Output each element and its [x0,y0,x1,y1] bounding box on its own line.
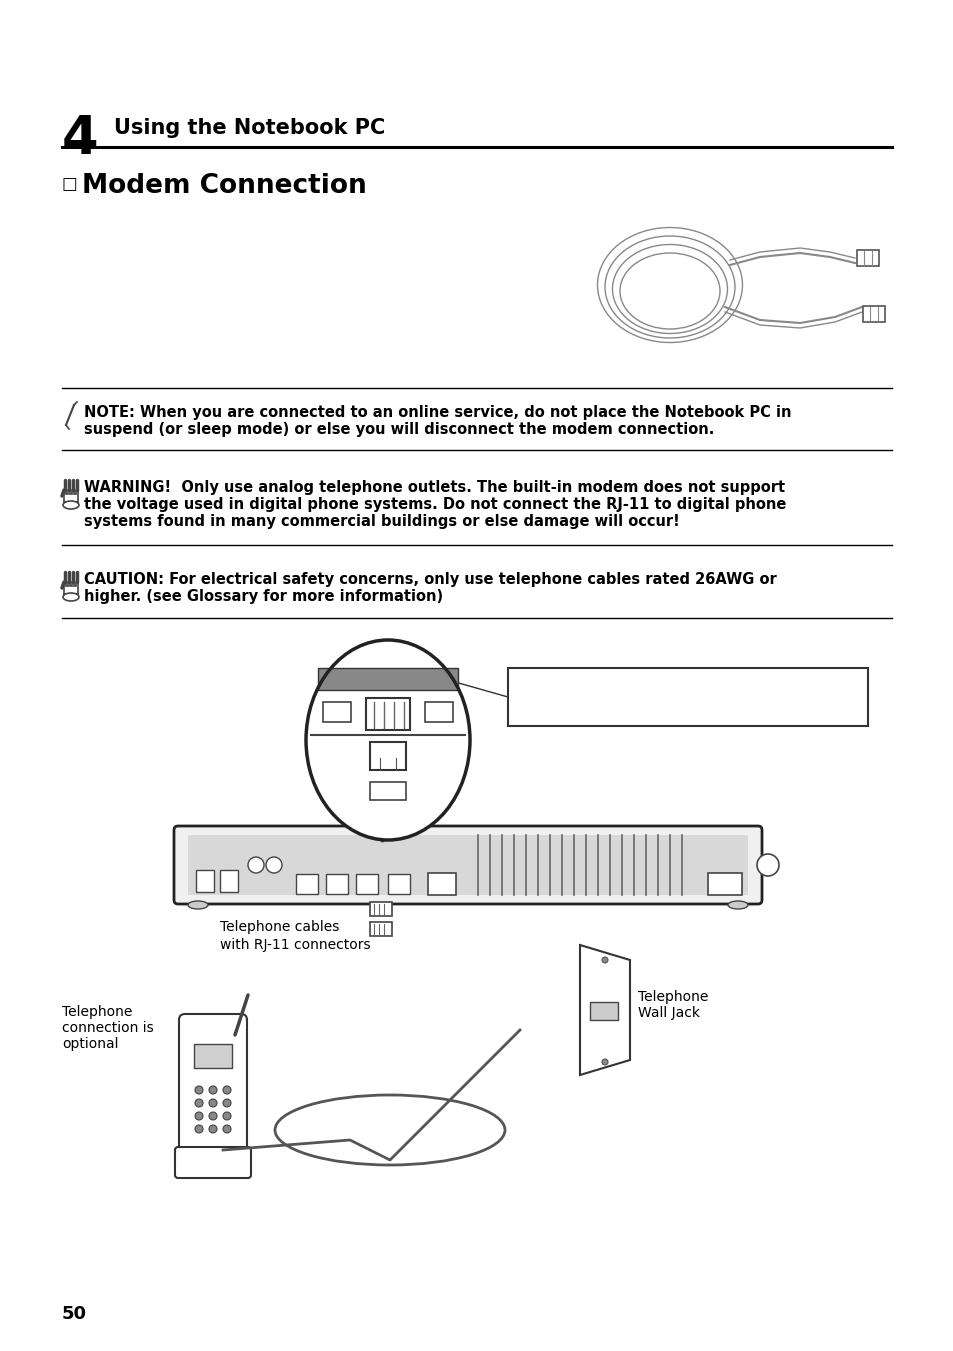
Text: NOTE: When you are connected to an online service, do not place the Notebook PC : NOTE: When you are connected to an onlin… [84,405,791,420]
Ellipse shape [306,640,470,840]
FancyBboxPatch shape [862,305,884,322]
Text: Wall Jack: Wall Jack [638,1006,700,1020]
FancyBboxPatch shape [317,667,457,690]
Text: suspend (or sleep mode) or else you will disconnect the modem connection.: suspend (or sleep mode) or else you will… [84,422,714,436]
Text: 50: 50 [62,1305,87,1323]
Circle shape [194,1125,203,1133]
FancyBboxPatch shape [370,921,392,936]
Polygon shape [579,944,629,1075]
Circle shape [209,1112,216,1120]
FancyBboxPatch shape [370,782,406,800]
FancyBboxPatch shape [173,825,761,904]
Text: systems found in many commercial buildings or else damage will occur!: systems found in many commercial buildin… [84,513,679,530]
FancyBboxPatch shape [295,874,317,894]
Circle shape [194,1112,203,1120]
Text: CAUTION: For electrical safety concerns, only use telephone cables rated 26AWG o: CAUTION: For electrical safety concerns,… [84,571,776,586]
FancyBboxPatch shape [707,873,741,894]
Ellipse shape [63,501,79,509]
Text: Telephone: Telephone [638,990,708,1004]
Circle shape [194,1098,203,1106]
FancyBboxPatch shape [174,1147,251,1178]
FancyBboxPatch shape [589,1002,618,1020]
FancyBboxPatch shape [179,1015,247,1156]
FancyBboxPatch shape [428,873,456,894]
Ellipse shape [188,901,208,909]
Circle shape [209,1098,216,1106]
Circle shape [757,854,779,875]
FancyBboxPatch shape [507,667,867,725]
FancyBboxPatch shape [370,902,392,916]
Circle shape [223,1125,231,1133]
FancyBboxPatch shape [188,835,747,894]
Text: ASUS: ASUS [198,882,213,888]
Text: the voltage used in digital phone systems. Do not connect the RJ-11 to digital p: the voltage used in digital phone system… [84,497,785,512]
Ellipse shape [625,259,713,323]
FancyBboxPatch shape [370,742,406,770]
Circle shape [601,957,607,963]
FancyBboxPatch shape [323,703,351,721]
Circle shape [223,1112,231,1120]
Text: Telephone cables: Telephone cables [220,920,339,934]
Text: with RJ-11 connectors: with RJ-11 connectors [220,938,370,952]
FancyBboxPatch shape [220,870,237,892]
Text: to a telephone jack for use with the built-in modem.: to a telephone jack for use with the bui… [516,694,823,707]
Circle shape [248,857,264,873]
Circle shape [209,1086,216,1094]
Text: Using the Notebook PC: Using the Notebook PC [113,118,385,138]
FancyBboxPatch shape [388,874,410,894]
Circle shape [601,1059,607,1065]
FancyBboxPatch shape [355,874,377,894]
Text: Modem Connection: Modem Connection [82,173,366,199]
Circle shape [223,1098,231,1106]
Ellipse shape [727,901,747,909]
Text: optional: optional [62,1038,118,1051]
FancyBboxPatch shape [424,703,453,721]
FancyBboxPatch shape [195,870,213,892]
FancyBboxPatch shape [856,250,878,266]
Text: This is an example of the Notebook PC connected: This is an example of the Notebook PC co… [516,678,809,690]
Circle shape [223,1086,231,1094]
Text: □: □ [62,176,77,193]
Text: connection is: connection is [62,1021,153,1035]
Text: 4: 4 [62,113,98,165]
Ellipse shape [63,593,79,601]
FancyBboxPatch shape [326,874,348,894]
FancyBboxPatch shape [366,698,410,730]
Text: Telephone: Telephone [62,1005,132,1019]
Text: WARNING!  Only use analog telephone outlets. The built-in modem does not support: WARNING! Only use analog telephone outle… [84,480,784,494]
FancyBboxPatch shape [193,1044,232,1069]
Circle shape [194,1086,203,1094]
Circle shape [209,1125,216,1133]
Circle shape [266,857,282,873]
Text: higher. (see Glossary for more information): higher. (see Glossary for more informati… [84,589,442,604]
